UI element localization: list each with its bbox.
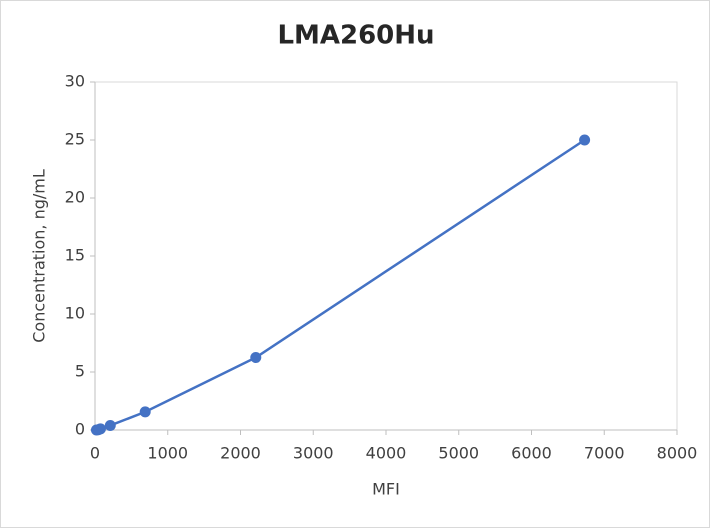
y-tick-label: 30 — [65, 72, 85, 91]
x-tick-label: 1000 — [147, 444, 188, 463]
y-tick-label: 0 — [75, 420, 85, 439]
data-point — [94, 423, 106, 435]
x-axis-label: MFI — [372, 480, 400, 499]
y-tick-label: 15 — [65, 246, 85, 265]
chart-title: LMA260Hu — [277, 21, 434, 51]
y-tick-label: 25 — [65, 130, 85, 149]
y-tick-label: 20 — [65, 188, 85, 207]
x-tick-label: 8000 — [657, 444, 698, 463]
data-point — [579, 134, 591, 146]
x-tick-label: 2000 — [220, 444, 261, 463]
x-tick-label: 7000 — [584, 444, 625, 463]
x-tick-label: 4000 — [366, 444, 407, 463]
data-point — [104, 419, 116, 431]
x-tick-label: 0 — [90, 444, 100, 463]
data-point — [139, 406, 151, 418]
data-point — [250, 352, 262, 363]
y-tick-label: 5 — [75, 362, 85, 381]
x-tick-label: 6000 — [511, 444, 552, 463]
x-tick-label: 3000 — [293, 444, 334, 463]
plot-frame — [95, 81, 678, 430]
y-tick-label: 10 — [65, 304, 85, 323]
x-tick-label: 5000 — [438, 444, 479, 463]
y-axis-label: Concentration, ng/mL — [30, 169, 49, 343]
